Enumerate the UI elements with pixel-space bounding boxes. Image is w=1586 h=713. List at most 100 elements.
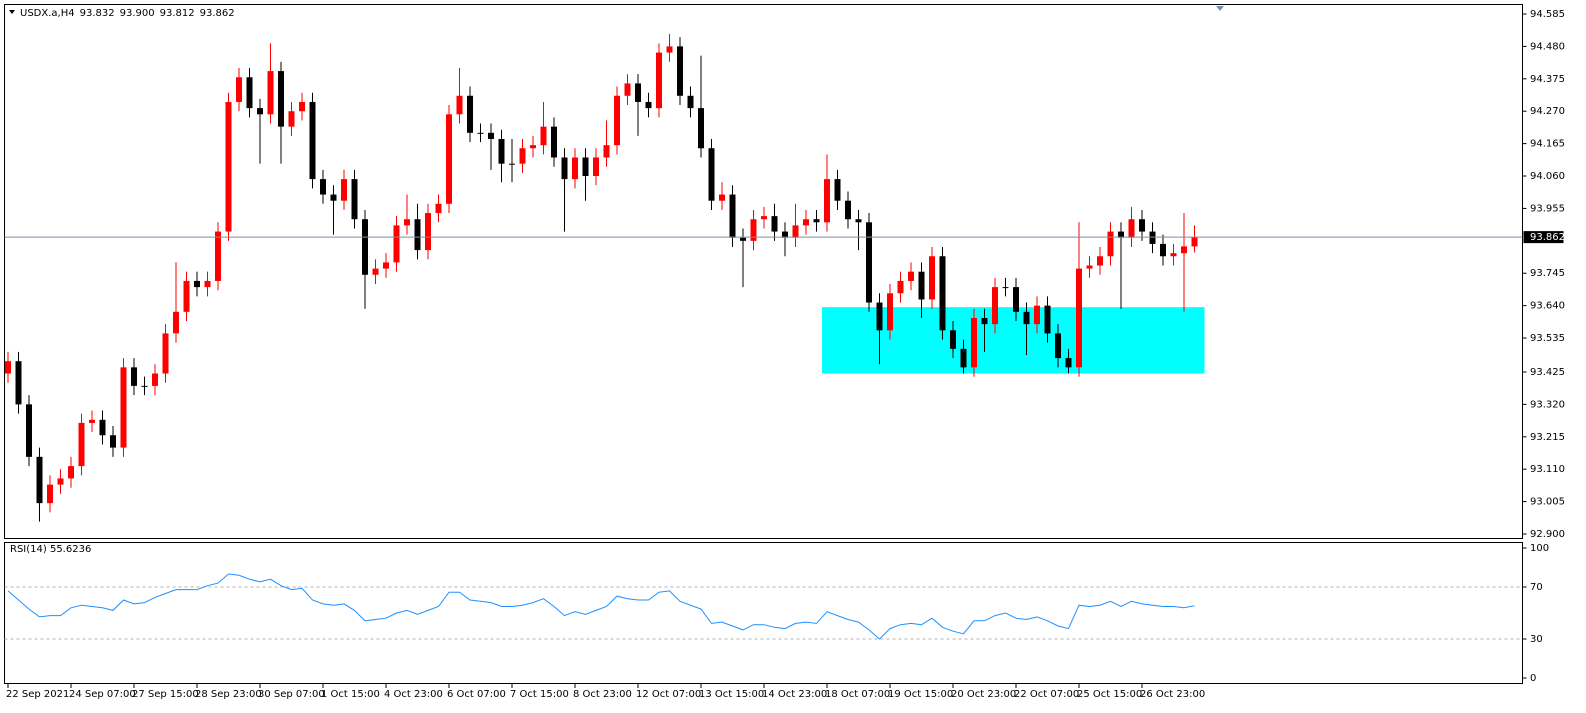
text-layer: 94.585 94.480 94.375 94.270 94.165 94.060 93.9…	[6, 8, 1565, 700]
symbol-menu-arrow[interactable]	[9, 10, 15, 14]
candle-body	[1191, 237, 1198, 247]
candle-body	[1139, 219, 1145, 232]
candle-body	[78, 422, 85, 467]
candle-body	[645, 101, 652, 109]
candle-body	[47, 484, 53, 504]
candle-body	[614, 95, 620, 146]
candle-body	[120, 367, 127, 448]
candle-body	[1086, 265, 1093, 269]
x-tick-label: 22 Sep 2021	[6, 689, 69, 700]
candle-body	[593, 157, 599, 177]
candle-body	[89, 419, 95, 423]
y-tick-label: 70	[1530, 582, 1543, 593]
candle-body	[677, 46, 683, 96]
candle-body	[603, 145, 610, 158]
candle-body	[456, 95, 463, 115]
candle-body	[299, 101, 305, 112]
rsi-panel-frame	[4, 542, 1523, 684]
candle-body	[372, 268, 379, 275]
x-tick-label: 13 Oct 15:00	[699, 689, 764, 700]
candle-body	[530, 145, 536, 149]
candle-body	[1055, 333, 1061, 359]
candle-body	[26, 404, 32, 457]
x-tick-label: 20 Oct 23:00	[951, 689, 1016, 700]
candle-body	[341, 179, 347, 201]
y-tick-label: 94.165	[1530, 139, 1565, 150]
y-tick-label: 100	[1530, 543, 1549, 554]
candle-body	[320, 179, 326, 195]
shift-marker	[1216, 6, 1224, 11]
candle-body	[246, 77, 253, 109]
price-label: 93.862	[1530, 232, 1565, 243]
candle-body	[152, 373, 158, 386]
candle-body	[131, 367, 137, 386]
candle-body	[236, 77, 242, 102]
x-tick-label: 1 Oct 15:00	[321, 689, 380, 700]
x-tick-label: 14 Oct 23:00	[762, 689, 827, 700]
x-tick-label: 24 Sep 07:00	[69, 689, 136, 700]
x-tick-label: 25 Oct 15:00	[1077, 689, 1142, 700]
y-tick-label: 93.215	[1530, 432, 1565, 443]
indicator-title: RSI(14) 55.6236	[10, 544, 91, 555]
candle-body	[876, 302, 883, 331]
y-tick-label: 93.110	[1530, 464, 1565, 475]
candle-body	[897, 280, 904, 294]
x-tick-label: 27 Sep 15:00	[132, 689, 199, 700]
candle-body	[1160, 243, 1166, 257]
x-tick-label: 22 Oct 07:00	[1014, 689, 1079, 700]
candle-body	[950, 330, 956, 349]
candle-body	[540, 126, 547, 146]
candle-body	[425, 213, 431, 251]
candle-body	[551, 126, 557, 158]
candle-body	[771, 216, 778, 232]
x-tick-label: 26 Oct 23:00	[1140, 689, 1205, 700]
y-tick-label: 92.900	[1530, 529, 1565, 540]
x-tick-label: 8 Oct 23:00	[573, 689, 632, 700]
candle-body	[257, 108, 263, 115]
candle-body	[1023, 311, 1030, 325]
candle-body	[215, 231, 221, 281]
y-tick-label: 93.425	[1530, 367, 1565, 378]
candle-body	[519, 148, 526, 164]
y-tick-label: 93.640	[1530, 301, 1565, 312]
candle-body	[1002, 287, 1009, 289]
x-tick-label: 6 Oct 07:00	[447, 689, 506, 700]
candle-body	[467, 95, 473, 133]
candle-body	[446, 114, 452, 204]
candle-body	[36, 456, 43, 504]
candle-body	[740, 237, 746, 241]
candle-body	[57, 478, 64, 485]
candle-body	[509, 163, 515, 165]
candle-body	[1128, 219, 1135, 238]
candle-body	[1065, 358, 1072, 368]
candle-body	[687, 95, 694, 109]
candle-body	[572, 157, 578, 180]
marks-layer	[4, 13, 1527, 688]
x-tick-label: 19 Oct 15:00	[888, 689, 953, 700]
x-tick-label: 7 Oct 15:00	[510, 689, 569, 700]
candle-body	[813, 219, 820, 223]
candle-body	[582, 157, 589, 177]
candle-body	[1076, 268, 1082, 368]
y-tick-label: 94.585	[1530, 9, 1565, 20]
candle-body	[750, 219, 757, 241]
price-label-box	[1523, 231, 1564, 244]
candle-body	[782, 231, 788, 238]
candle-body	[435, 203, 442, 214]
x-tick-label: 28 Sep 23:00	[195, 689, 262, 700]
y-tick-label: 94.060	[1530, 171, 1565, 182]
candle-body	[1044, 305, 1051, 334]
candle-body	[1170, 253, 1177, 257]
y-tick-label: 30	[1530, 634, 1543, 645]
candle-body	[929, 256, 935, 300]
y-tick-label: 94.270	[1530, 106, 1565, 117]
candle-body	[698, 108, 704, 149]
candle-body	[1118, 231, 1124, 238]
candle-body	[183, 280, 190, 312]
candle-body	[803, 219, 809, 226]
candle-body	[635, 83, 641, 102]
y-tick-label: 94.480	[1530, 41, 1565, 52]
candle-body	[729, 194, 736, 238]
highlight-zone	[822, 307, 1205, 374]
